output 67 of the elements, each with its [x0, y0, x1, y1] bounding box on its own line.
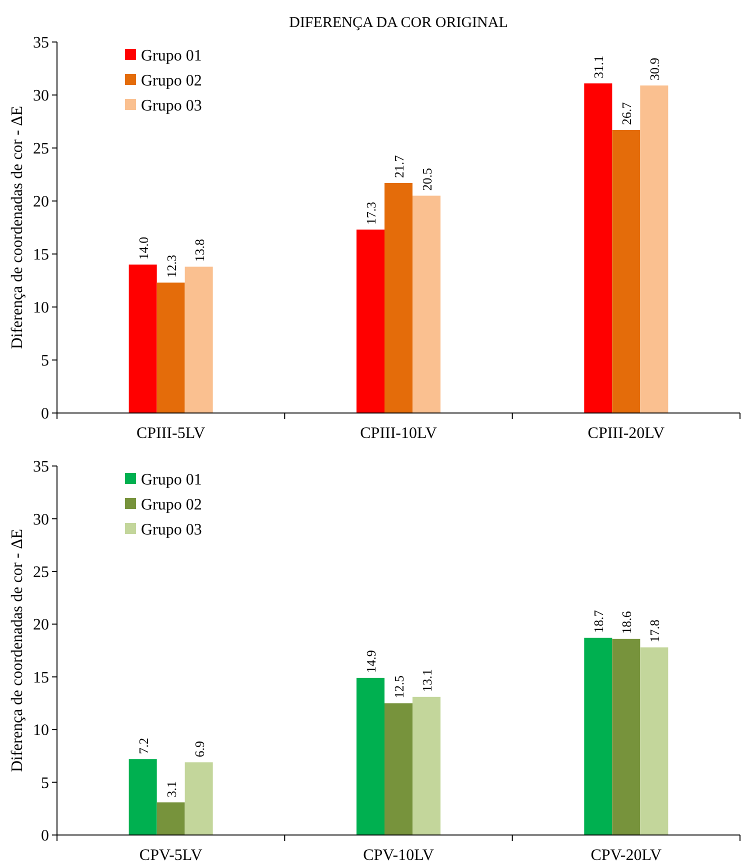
y-tick-label: 0	[41, 406, 49, 423]
data-label: 17.3	[364, 202, 378, 225]
bar	[184, 266, 213, 413]
data-label: 26.7	[619, 102, 634, 125]
legend-label: Grupo 02	[141, 72, 202, 90]
data-label: 17.8	[647, 620, 662, 642]
data-label: 30.9	[647, 58, 662, 80]
legend-label: Grupo 03	[141, 98, 202, 115]
bar	[156, 802, 185, 835]
y-tick-label: 30	[33, 88, 49, 105]
y-tick-label: 30	[33, 511, 49, 528]
data-label: 12.3	[164, 254, 179, 278]
bar	[184, 762, 213, 835]
bar	[584, 83, 612, 413]
bar	[640, 647, 668, 835]
data-label: 18.6	[619, 610, 634, 634]
data-label: 14.0	[136, 236, 151, 260]
data-label: 13.1	[420, 669, 434, 692]
bar	[156, 282, 185, 413]
y-tick-label: 20	[33, 616, 49, 634]
x-tick-label: CPIII-20LV	[588, 425, 665, 442]
y-tick-label: 5	[41, 774, 49, 792]
x-tick-label: CPIII-5LV	[136, 425, 206, 442]
x-tick-label: CPV-20LV	[590, 847, 662, 864]
legend-label: Grupo 03	[141, 522, 202, 539]
bar	[384, 703, 412, 835]
y-axis-title: Diferença de coordenadas de cor - ΔE	[9, 106, 26, 350]
y-tick-label: 20	[33, 194, 49, 211]
data-label: 21.7	[392, 154, 406, 178]
legend-label: Grupo 01	[141, 472, 202, 489]
data-label: 3.1	[164, 781, 179, 798]
y-tick-label: 15	[33, 246, 49, 264]
y-tick-label: 5	[41, 352, 49, 370]
legend-label: Grupo 01	[141, 48, 202, 65]
data-label: 7.2	[136, 738, 151, 754]
data-label: 12.5	[392, 675, 406, 698]
y-tick-label: 35	[33, 34, 49, 52]
bar	[612, 130, 640, 413]
x-tick-label: CPIII-10LV	[360, 425, 438, 442]
chart-title: DIFERENÇA DA COR ORIGINAL	[289, 15, 508, 31]
y-tick-label: 10	[33, 300, 49, 317]
bar	[128, 759, 157, 835]
bar	[584, 638, 612, 835]
y-tick-label: 10	[33, 722, 49, 740]
data-label: 6.9	[192, 741, 207, 758]
bar	[612, 638, 640, 835]
data-label: 13.8	[192, 238, 207, 262]
bar	[356, 678, 384, 835]
data-label: 18.7	[591, 610, 606, 633]
data-label: 31.1	[591, 56, 606, 78]
bar	[640, 85, 668, 413]
y-tick-label: 25	[33, 564, 49, 582]
bar	[128, 264, 157, 413]
y-tick-label: 0	[41, 828, 49, 845]
y-tick-label: 35	[33, 458, 49, 476]
data-label: 14.9	[364, 650, 378, 673]
legend-label: Grupo 02	[141, 496, 202, 514]
bar	[356, 230, 384, 413]
bar	[384, 182, 412, 413]
y-axis-title: Diferença de coordenadas de cor - ΔE	[9, 528, 26, 772]
x-tick-label: CPV-10LV	[363, 847, 434, 864]
data-label: 20.5	[420, 168, 434, 191]
bar	[412, 696, 440, 835]
y-tick-label: 15	[33, 669, 49, 686]
bar	[412, 196, 440, 413]
x-tick-label: CPV-5LV	[139, 847, 203, 864]
y-tick-label: 25	[33, 140, 49, 158]
